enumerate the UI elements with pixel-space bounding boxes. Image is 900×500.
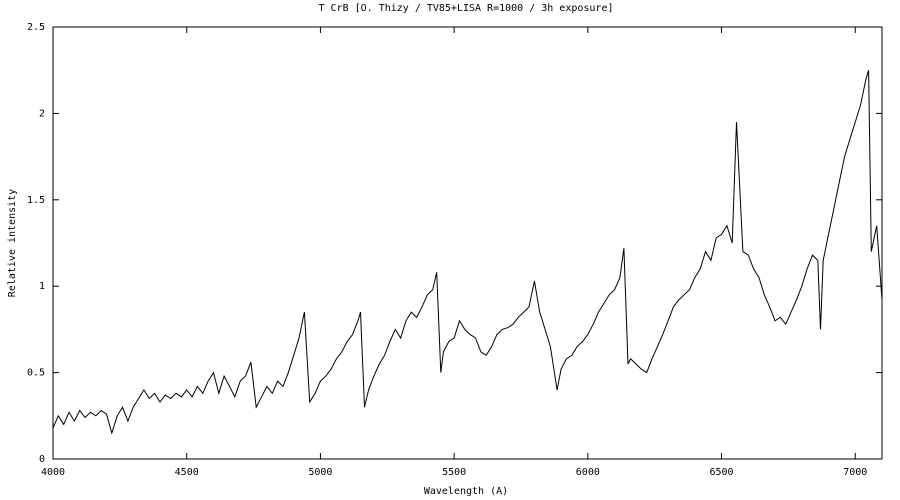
spectrum-line — [52, 70, 883, 435]
y-tick-label: 2 — [39, 108, 45, 119]
x-tick-label: 6500 — [710, 467, 734, 478]
x-tick-label: 6000 — [576, 467, 600, 478]
plot-frame — [52, 26, 883, 460]
y-tick-label: 0.5 — [27, 368, 45, 379]
y-tick-label: 1.5 — [27, 195, 45, 206]
y-tick-label: 1 — [39, 281, 45, 292]
x-axis-label: Wavelength (A) — [424, 486, 508, 497]
y-tick-label: 0 — [39, 454, 45, 465]
y-axis-label: Relative intensity — [7, 189, 18, 297]
chart-title: T CrB [O. Thizy / TV85+LISA R=1000 / 3h … — [318, 3, 613, 14]
x-tick-label: 7000 — [843, 467, 867, 478]
y-tick-label: 2.5 — [27, 22, 45, 33]
x-tick-label: 5000 — [308, 467, 332, 478]
x-tick-label: 5500 — [442, 467, 466, 478]
x-tick-label: 4000 — [41, 467, 65, 478]
x-tick-label: 4500 — [175, 467, 199, 478]
